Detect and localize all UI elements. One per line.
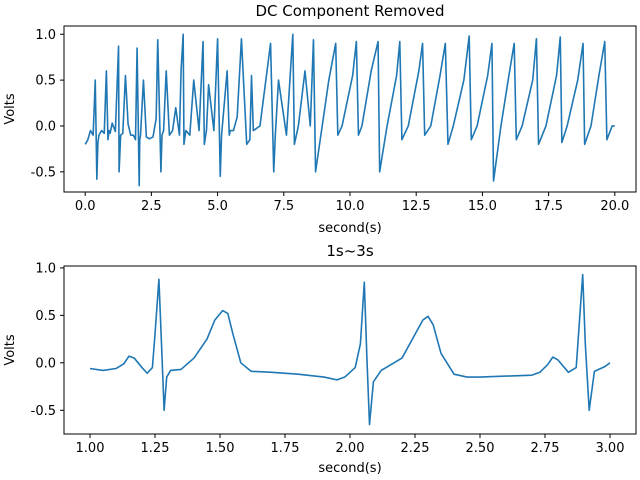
- top-x-ticks: 0.0 2.5 5.0 7.5 10.0 12.5 15.0 17.5 20.0: [75, 192, 629, 214]
- bottom-x-axis-label: second(s): [318, 461, 381, 476]
- top-x-tick-label: 5.0: [207, 199, 228, 214]
- top-y-tick-label: 1.0: [35, 28, 56, 43]
- bottom-y-tick-label: -0.5: [31, 404, 56, 419]
- top-y-tick-label: 0.0: [35, 119, 56, 134]
- top-x-tick-label: 7.5: [273, 199, 294, 214]
- top-x-tick-label: 20.0: [600, 199, 629, 214]
- top-x-tick-label: 12.5: [402, 199, 431, 214]
- top-x-tick-label: 15.0: [468, 199, 497, 214]
- bottom-subplot-title: 1s~3s: [326, 242, 373, 260]
- bottom-x-tick-label: 3.00: [596, 441, 625, 456]
- bottom-y-tick-label: 0.0: [35, 356, 56, 371]
- bottom-y-tick-label: 0.5: [35, 309, 56, 324]
- bottom-signal-line: [89, 273, 611, 426]
- top-signal-line: [84, 33, 615, 187]
- top-subplot: DC Component Removed 0.0 2.5 5.0 7.5 10.0 12.…: [3, 2, 637, 236]
- top-x-tick-label: 17.5: [534, 199, 563, 214]
- top-x-tick-label: 2.5: [141, 199, 162, 214]
- bottom-x-tick-label: 2.75: [531, 441, 560, 456]
- bottom-y-ticks: 1.0 0.5 0.0 -0.5: [31, 261, 64, 419]
- top-x-tick-label: 10.0: [336, 199, 365, 214]
- bottom-x-tick-label: 1.00: [76, 441, 105, 456]
- bottom-x-tick-label: 1.50: [206, 441, 235, 456]
- bottom-plot-frame: [63, 265, 637, 435]
- top-x-tick-label: 0.0: [75, 199, 96, 214]
- bottom-x-tick-label: 1.25: [141, 441, 170, 456]
- top-y-tick-label: -0.5: [31, 165, 56, 180]
- bottom-x-ticks: 1.00 1.25 1.50 1.75 2.00 2.25 2.50 2.75 3.00: [76, 434, 625, 456]
- bottom-y-axis-label: Volts: [3, 334, 18, 366]
- bottom-subplot: 1s~3s 1.00 1.25 1.50 1.75 2.00 2.25 2.50 2.75 3.…: [3, 242, 637, 476]
- top-y-ticks: 1.0 0.5 0.0 -0.5: [31, 28, 64, 180]
- bottom-x-tick-label: 2.25: [401, 441, 430, 456]
- top-y-axis-label: Volts: [3, 93, 18, 125]
- top-y-tick-label: 0.5: [35, 74, 56, 89]
- bottom-x-tick-label: 2.50: [466, 441, 495, 456]
- bottom-x-tick-label: 2.00: [336, 441, 365, 456]
- bottom-y-tick-label: 1.0: [35, 261, 56, 276]
- bottom-x-tick-label: 1.75: [271, 441, 300, 456]
- top-x-axis-label: second(s): [318, 221, 381, 236]
- top-subplot-title: DC Component Removed: [255, 2, 444, 20]
